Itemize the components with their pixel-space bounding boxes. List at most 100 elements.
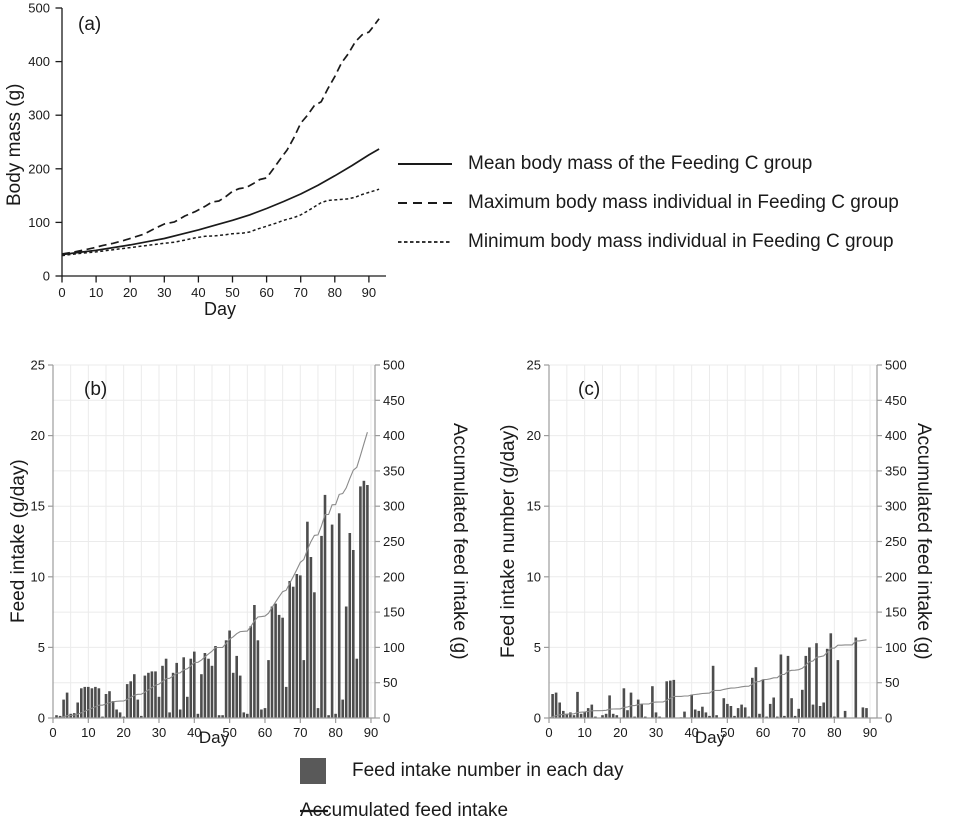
feed-intake-bar (133, 674, 136, 718)
panel-a-legend: Mean body mass of the Feeding C group Ma… (396, 144, 899, 261)
y2-tick-label: 400 (383, 428, 405, 443)
feed-intake-bar (833, 716, 836, 718)
feed-intake-bar (352, 550, 355, 718)
feed-intake-bar (306, 521, 309, 718)
y2-tick-label: 150 (383, 605, 405, 620)
feed-intake-bar (193, 651, 196, 718)
feed-intake-bar (366, 485, 369, 718)
x-tick-label: 80 (328, 285, 342, 300)
feed-intake-bar (861, 707, 865, 718)
x-tick-label: 40 (684, 725, 698, 740)
feed-intake-bar (62, 699, 65, 718)
y2-tick-label: 100 (885, 640, 907, 655)
feed-intake-bar (309, 557, 313, 718)
x-tick-label: 20 (116, 725, 130, 740)
feed-intake-bar (76, 702, 79, 718)
feed-intake-bar (182, 657, 185, 718)
legend-label-min: Minimum body mass individual in Feeding … (468, 230, 894, 252)
feed-intake-bar (722, 698, 726, 718)
x-tick-label: 80 (827, 725, 841, 740)
x-tick-label: 0 (49, 725, 56, 740)
y2-tick-label: 350 (885, 463, 907, 478)
feed-intake-bar (776, 716, 779, 718)
y-tick-label: 25 (31, 358, 45, 373)
x-tick-label: 70 (293, 285, 307, 300)
panel-b-ylabel-right: Accumulated feed intake (g) (449, 423, 470, 660)
y-tick-label: 15 (527, 499, 541, 514)
feed-intake-bar (175, 662, 178, 718)
y2-tick-label: 0 (885, 711, 892, 726)
feed-intake-bar (622, 688, 626, 718)
x-tick-label: 90 (863, 725, 877, 740)
feed-intake-bar (751, 677, 754, 718)
bar-sample-icon (300, 758, 326, 784)
feed-intake-bar (231, 672, 235, 718)
feed-intake-bar (108, 691, 111, 718)
feed-intake-bar (295, 574, 299, 718)
short-dash-line-sample-icon (398, 240, 452, 243)
feed-intake-bar (551, 694, 554, 718)
feed-intake-bar (284, 686, 288, 718)
panel-c-ylabel-left: Feed intake number (g/day) (498, 424, 519, 659)
accumulated-line-sample-icon (300, 809, 328, 813)
feed-intake-bar (736, 708, 740, 718)
feed-intake-bar (140, 715, 143, 718)
y-tick-label: 5 (38, 640, 45, 655)
y-tick-label: 20 (527, 428, 541, 443)
y2-tick-label: 50 (383, 675, 397, 690)
feed-intake-bar (323, 494, 327, 718)
feed-intake-bar (164, 658, 168, 718)
feed-intake-bar (743, 707, 747, 718)
feed-intake-bar (196, 713, 200, 718)
feed-intake-bar (715, 715, 718, 718)
feed-intake-bar (125, 684, 129, 718)
feed-intake-bar (793, 715, 797, 718)
feed-intake-bar (708, 715, 711, 718)
feed-intake-bar (270, 606, 274, 718)
x-tick-label: 0 (58, 285, 65, 300)
y2-tick-label: 300 (885, 499, 907, 514)
x-tick-label: 90 (362, 285, 376, 300)
y-tick-label: 0 (38, 711, 45, 726)
feed-intake-bar (348, 533, 352, 718)
feed-intake-bar (330, 524, 334, 718)
y2-tick-label: 250 (383, 534, 405, 549)
feed-intake-bar (569, 712, 572, 718)
panel-b-xlabel: Day (198, 728, 230, 747)
long-dash-line-sample-icon (398, 201, 452, 204)
feed-intake-bar (747, 716, 751, 718)
feed-intake-bar (669, 680, 672, 718)
feed-intake-bar (836, 660, 840, 718)
legend-row-mean: Mean body mass of the Feeding C group (396, 144, 899, 183)
legend-label-max: Maximum body mass individual in Feeding … (468, 191, 899, 213)
feed-intake-bar (87, 686, 90, 718)
feed-intake-bar (690, 694, 693, 718)
y2-tick-label: 300 (383, 499, 405, 514)
feed-intake-bar (97, 688, 101, 718)
feed-intake-bar (576, 691, 579, 718)
feed-intake-bar (313, 592, 316, 718)
feed-intake-bar (154, 671, 157, 718)
feed-intake-bar (150, 671, 154, 718)
x-tick-label: 0 (545, 725, 552, 740)
x-tick-label: 50 (222, 725, 236, 740)
feed-intake-bar (256, 640, 260, 718)
feed-intake-bar (644, 716, 647, 718)
feed-intake-bar (726, 703, 729, 718)
feed-intake-bar (633, 716, 636, 718)
y-tick-label: 400 (28, 54, 50, 69)
feed-intake-bar (865, 708, 868, 718)
feed-intake-bar (224, 640, 228, 718)
feed-intake-bar (228, 630, 231, 718)
feed-intake-bar (711, 665, 715, 718)
feed-intake-bar (302, 660, 306, 718)
feed-intake-bar (758, 713, 761, 718)
feed-intake-bar (263, 708, 267, 718)
accumulated-feed-intake-line (52, 432, 368, 719)
feed-intake-bar (291, 586, 295, 718)
legend-label-mean: Mean body mass of the Feeding C group (468, 152, 813, 174)
panel-c-xlabel: Day (694, 728, 726, 747)
feed-intake-bar (768, 703, 772, 718)
feed-intake-bar (94, 686, 97, 718)
